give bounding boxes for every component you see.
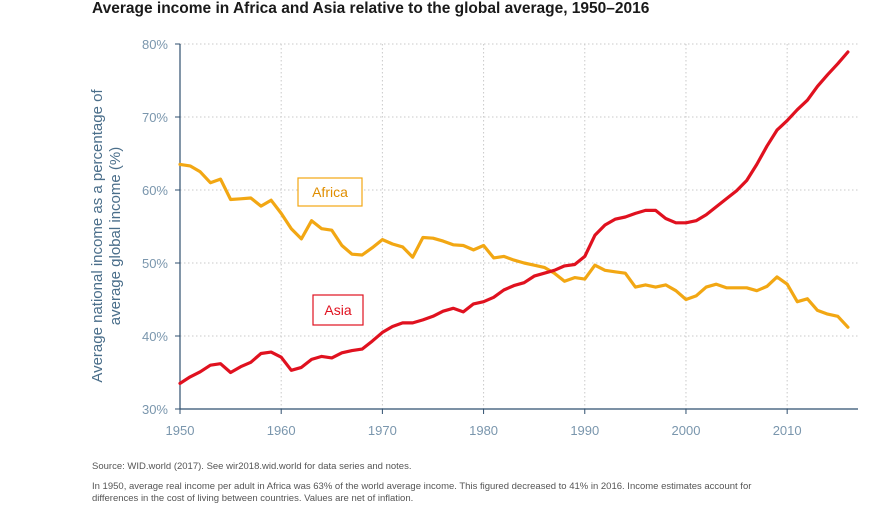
y-tick-label: 30%: [142, 402, 168, 417]
chart-title: Average income in Africa and Asia relati…: [92, 0, 650, 17]
x-tick-label: 1980: [469, 423, 498, 438]
y-tick-label: 40%: [142, 329, 168, 344]
x-tick-label: 2000: [672, 423, 701, 438]
series-lines: [178, 50, 850, 385]
series-line-africa: [178, 162, 850, 329]
y-tick-label: 80%: [142, 37, 168, 52]
x-tick-label: 1950: [166, 423, 195, 438]
x-tick-label: 1990: [570, 423, 599, 438]
y-tick-label: 50%: [142, 256, 168, 271]
x-tick-label: 1960: [267, 423, 296, 438]
africa-label-box: [297, 177, 363, 207]
source-note: Source: WID.world (2017). See wir2018.wi…: [92, 461, 412, 472]
y-tick-label: 70%: [142, 110, 168, 125]
y-tick-label: 60%: [142, 183, 168, 198]
footnote-line-2: differences in the cost of living betwee…: [92, 493, 414, 504]
asia-label: Asia: [324, 302, 351, 318]
x-tick-label: 2010: [773, 423, 802, 438]
series-labels: Africa Asia: [297, 177, 364, 326]
grid-lines: [180, 43, 858, 409]
tick-labels: 30% 40% 50% 60% 70% 80% 1950 1960 1970 1980 1990 20…: [142, 37, 802, 438]
series-line-asia: [178, 50, 850, 385]
africa-label: Africa: [312, 184, 348, 200]
axes: [175, 43, 858, 414]
asia-label-box: [312, 294, 364, 326]
x-tick-label: 1970: [368, 423, 397, 438]
footnote-line-1: In 1950, average real income per adult i…: [92, 481, 752, 492]
